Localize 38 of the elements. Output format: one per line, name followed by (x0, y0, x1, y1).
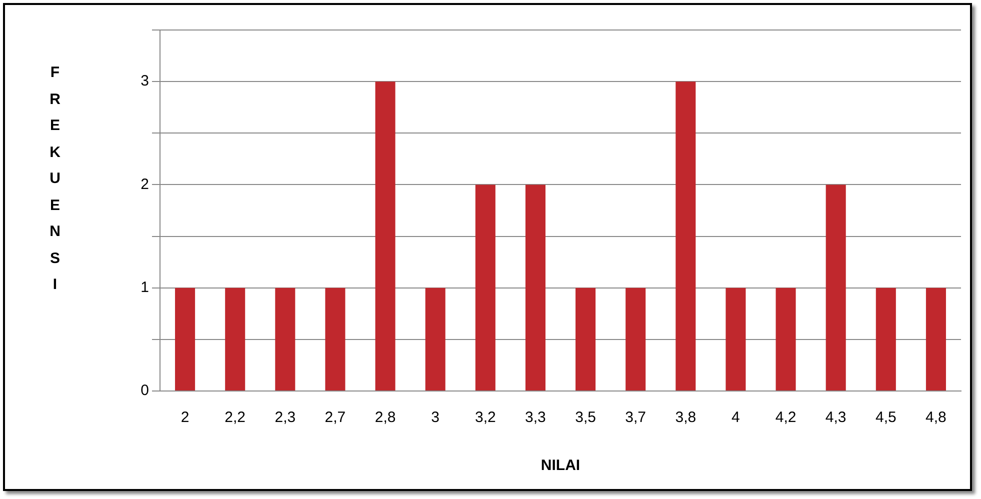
bar (776, 288, 796, 390)
bar (175, 288, 196, 390)
x-tick-label: 4,8 (926, 409, 946, 426)
bar (425, 288, 446, 390)
text: FREKUENSI (50, 64, 60, 293)
bar (225, 288, 246, 390)
x-tick-label: 3,5 (575, 409, 596, 426)
bar (525, 184, 546, 390)
x-tick-label: 4,5 (875, 409, 896, 426)
x-tick-label: 2,7 (324, 409, 346, 426)
bar (325, 288, 346, 390)
bar (876, 288, 896, 390)
x-tick-label: 3,3 (525, 409, 546, 426)
bar (375, 82, 396, 390)
bar (576, 288, 596, 390)
x-tick-label: 3 (431, 409, 440, 426)
y-tick-label: 0 (140, 382, 149, 400)
x-tick-label: 2 (180, 409, 190, 426)
x-tick-label: 3,8 (675, 409, 696, 426)
x-tick-label: 2,3 (274, 409, 296, 426)
y-tick-label: 1 (140, 279, 149, 296)
bar (726, 288, 746, 390)
x-tick-label: 4,2 (775, 409, 796, 426)
x-tick-label: 3,2 (474, 409, 496, 426)
bar (275, 288, 296, 390)
x-tick-label: 2,2 (224, 409, 246, 426)
x-tick-label: 3,7 (625, 409, 646, 426)
bar (475, 184, 496, 390)
x-tick-label: 2,8 (374, 409, 396, 426)
x-tick-label: 4,3 (825, 409, 846, 426)
bar (626, 288, 646, 390)
bar (926, 288, 946, 390)
x-axis-title: NILAI (540, 457, 580, 474)
y-tick-label: 2 (140, 176, 149, 193)
bar (676, 82, 696, 390)
x-tick-label: 4 (732, 409, 740, 426)
bar (826, 184, 846, 390)
y-tick-label: 3 (140, 72, 149, 90)
